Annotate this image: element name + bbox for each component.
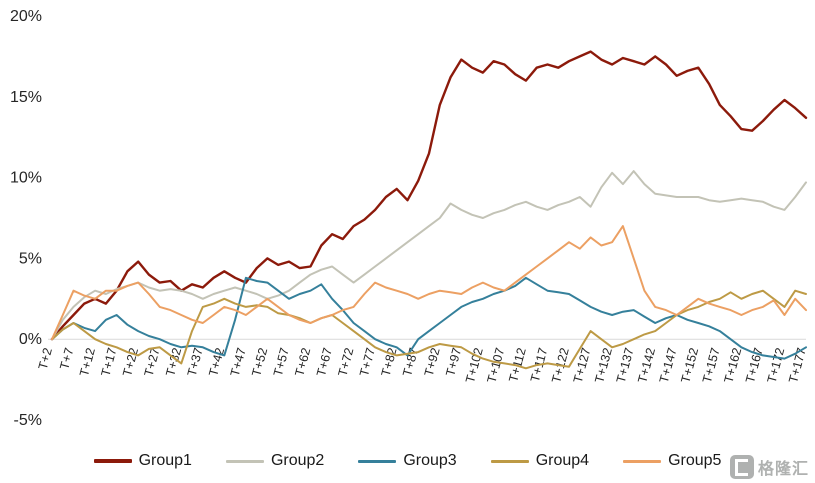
legend-label-group1: Group1: [138, 452, 192, 469]
series-line-group2: [51, 170, 807, 341]
x-tick-label: T+72: [336, 346, 357, 378]
x-tick-label: T+7: [57, 346, 76, 371]
y-tick-label: 0%: [19, 331, 42, 348]
legend-swatch-group4: [490, 459, 529, 463]
series-line-group1: [50, 50, 808, 341]
x-tick-label: T+107: [485, 346, 508, 384]
legend-swatch-group3: [358, 459, 397, 463]
series-line-group5: [51, 225, 807, 341]
legend-label-group4: Group4: [535, 452, 590, 469]
legend-item-group5: Group5: [623, 452, 721, 470]
series-line-group3: [51, 276, 807, 360]
legend-swatch-group1: [93, 459, 132, 463]
legend-item-group4: Group4: [490, 452, 590, 470]
y-tick-label: 20%: [10, 8, 42, 25]
legend-item-group3: Group3: [358, 452, 457, 470]
x-tick-label: T+92: [422, 346, 443, 378]
legend-label-group2: Group2: [270, 452, 325, 469]
x-tick-label: T+127: [571, 346, 594, 384]
watermark-text: 格隆汇: [757, 461, 809, 478]
y-tick-label: 10%: [10, 170, 42, 187]
y-tick-label: 15%: [10, 89, 42, 106]
legend-item-group2: Group2: [225, 452, 325, 470]
x-tick-label: T+47: [228, 346, 249, 378]
legend-swatch-group2: [225, 459, 264, 463]
x-tick-label: T+17: [99, 346, 120, 378]
x-tick-label: T+12: [77, 346, 98, 378]
watermark: 格隆汇: [729, 455, 809, 479]
y-tick-label: 5%: [19, 250, 42, 267]
x-tick-label: T+102: [463, 346, 486, 384]
x-tick-label: T+97: [443, 346, 464, 378]
x-tick-label: T+132: [592, 346, 615, 384]
x-tick-label: T+157: [700, 346, 723, 384]
x-tick-label: T+77: [357, 346, 378, 378]
x-tick-label: T+37: [185, 346, 206, 378]
gelonghui-logo-icon: [729, 455, 754, 479]
x-tick-label: T+152: [678, 346, 701, 384]
y-tick-label: -5%: [14, 412, 42, 429]
x-tick-label: T+2: [36, 346, 55, 371]
logo-bracket-shape: [735, 458, 749, 476]
x-tick-label: T+137: [614, 346, 637, 384]
legend-label-group3: Group3: [403, 452, 457, 469]
x-tick-label: T+57: [271, 346, 292, 378]
x-tick-label: T+172: [765, 346, 788, 384]
x-tick-label: T+162: [722, 346, 745, 384]
line-chart: 20% 15% 10% 5% 0% -5% T+2 T+7 T+12 T+17 T+22 T+27 T+…: [10, 8, 809, 429]
x-tick-label: T+67: [314, 346, 335, 378]
x-tick-label: T+147: [657, 346, 680, 384]
x-tick-label: T+52: [249, 346, 270, 378]
x-tick-label: T+62: [292, 346, 313, 378]
legend-item-group1: Group1: [93, 452, 192, 470]
chart-legend: Group1 Group2 Group3 Group4 Group5: [0, 444, 815, 478]
x-tick-label: T+142: [635, 346, 658, 384]
legend-swatch-group5: [623, 459, 662, 463]
legend-label-group5: Group5: [668, 452, 722, 469]
chart-svg: 20%15%10%5%0%-5%T+2 T+7 T+12 T+17 T+22 T+27 T+…: [10, 8, 809, 429]
